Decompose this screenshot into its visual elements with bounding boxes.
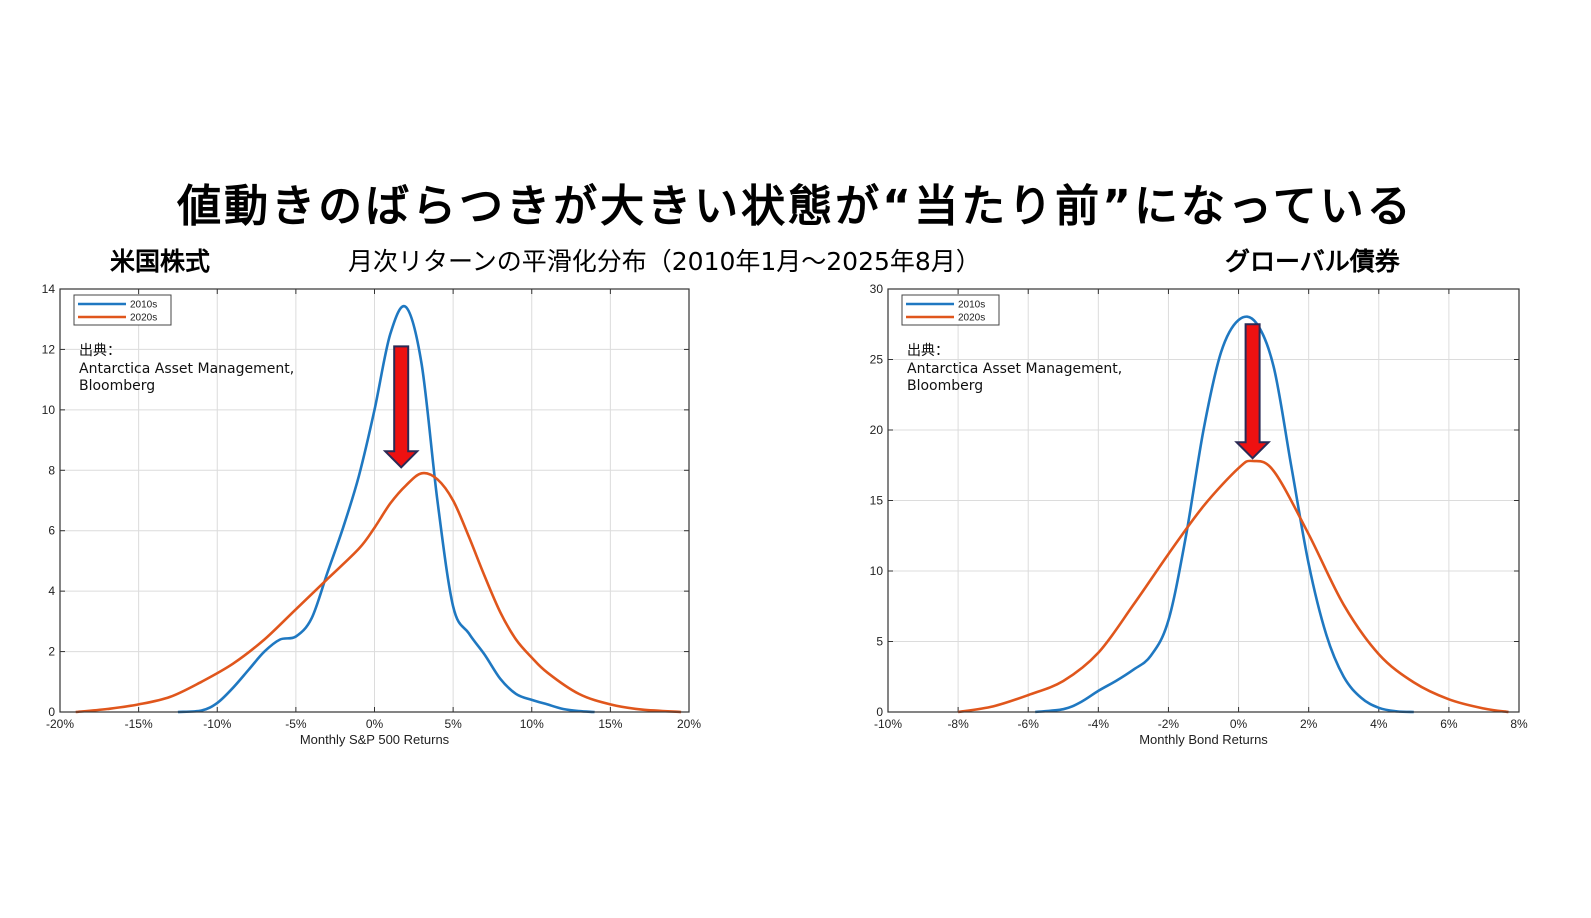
bond-x-axis-label: Monthly Bond Returns <box>1139 732 1268 747</box>
equity-x-tick-label: -10% <box>203 717 231 731</box>
bond-x-tick-label: -4% <box>1088 717 1110 731</box>
bond-x-tick-label: -10% <box>874 717 902 731</box>
bond-x-tick-label: 0% <box>1230 717 1248 731</box>
bond-series-2010s <box>1035 315 1414 714</box>
equity-x-tick-label: 10% <box>520 717 544 731</box>
bond-x-tick-label: 8% <box>1510 717 1528 731</box>
bond-decline-arrow <box>1234 323 1272 460</box>
bond-legend-label-2010s: 2010s <box>958 300 985 311</box>
equity-y-tick-label: 6 <box>48 524 55 538</box>
bond-series-2020s <box>957 459 1509 714</box>
bond-y-tick-label: 15 <box>870 494 884 508</box>
equity-y-tick-label: 8 <box>48 463 55 477</box>
equity-legend-label-2010s: 2010s <box>130 300 157 311</box>
equity-x-tick-label: -5% <box>285 717 307 731</box>
equity-plot-frame <box>59 288 690 713</box>
equity-series-2020s <box>75 471 682 714</box>
bond-y-tick-label: 0 <box>876 705 883 719</box>
bond-source-label: 出典： <box>907 343 949 359</box>
bond-legend-box <box>901 294 1000 326</box>
equity-x-axis-label: Monthly S&P 500 Returns <box>300 732 450 747</box>
equity-x-tick-label: -15% <box>125 717 153 731</box>
bond-y-tick-label: 20 <box>870 423 884 437</box>
equity-y-tick-label: 12 <box>42 342 56 356</box>
bond-x-tick-label: -8% <box>947 717 969 731</box>
equity-y-tick-label: 10 <box>42 403 56 417</box>
bond-source-line: Antarctica Asset Management, <box>907 361 1122 377</box>
equity-source-line: Antarctica Asset Management, <box>79 361 294 377</box>
subtitle-global-bonds: グローバル債券 <box>1225 247 1400 276</box>
bond-returns-chart: -10% -8% -6% -4% -2% 0% 2% 4% 6% 8% 0 5 10 15 20 25 30 Mo… <box>870 282 1528 747</box>
equity-x-tick-label: 20% <box>677 717 701 731</box>
equity-returns-chart: -20% -15% -10% -5% 0% 5% 10% 15% 20% 0 2 4 6 8 10 12 14 M… <box>42 282 702 747</box>
bond-x-tick-label: 4% <box>1370 717 1388 731</box>
equity-legend-label-2020s: 2020s <box>130 313 157 324</box>
equity-x-tick-label: -20% <box>46 717 74 731</box>
equity-y-tick-label: 4 <box>48 584 55 598</box>
equity-y-tick-label: 14 <box>42 282 56 296</box>
bond-y-tick-label: 5 <box>876 635 883 649</box>
bond-y-tick-label: 30 <box>870 282 884 296</box>
subtitle-us-equity: 米国株式 <box>110 247 211 276</box>
bond-x-tick-label: 6% <box>1440 717 1458 731</box>
equity-x-tick-label: 15% <box>598 717 622 731</box>
bond-plot-frame <box>887 288 1520 713</box>
equity-x-tick-label: 0% <box>366 717 384 731</box>
equity-decline-arrow <box>382 345 420 469</box>
bond-x-tick-label: 2% <box>1300 717 1318 731</box>
bond-source-line: Bloomberg <box>907 378 983 394</box>
equity-x-tick-label: 5% <box>444 717 462 731</box>
equity-y-tick-label: 0 <box>48 705 55 719</box>
bond-y-tick-label: 10 <box>870 564 884 578</box>
equity-source-label: 出典： <box>79 343 121 359</box>
bond-x-tick-label: -2% <box>1158 717 1180 731</box>
equity-source-line: Bloomberg <box>79 378 155 394</box>
bond-x-tick-label: -6% <box>1018 717 1040 731</box>
bond-legend: 2010s 2020s <box>901 294 1000 326</box>
bond-y-tick-label: 25 <box>870 353 884 367</box>
equity-legend: 2010s 2020s <box>73 294 172 326</box>
bond-legend-label-2020s: 2020s <box>958 313 985 324</box>
equity-y-tick-label: 2 <box>48 645 55 659</box>
equity-series-2010s <box>177 304 595 714</box>
subtitle-center: 月次リターンの平滑化分布（2010年1月～2025年8月） <box>348 247 981 276</box>
equity-legend-box <box>73 294 172 326</box>
slide-title: 値動きのばらつきが大きい状態が“当たり前”になっている <box>177 181 1414 232</box>
